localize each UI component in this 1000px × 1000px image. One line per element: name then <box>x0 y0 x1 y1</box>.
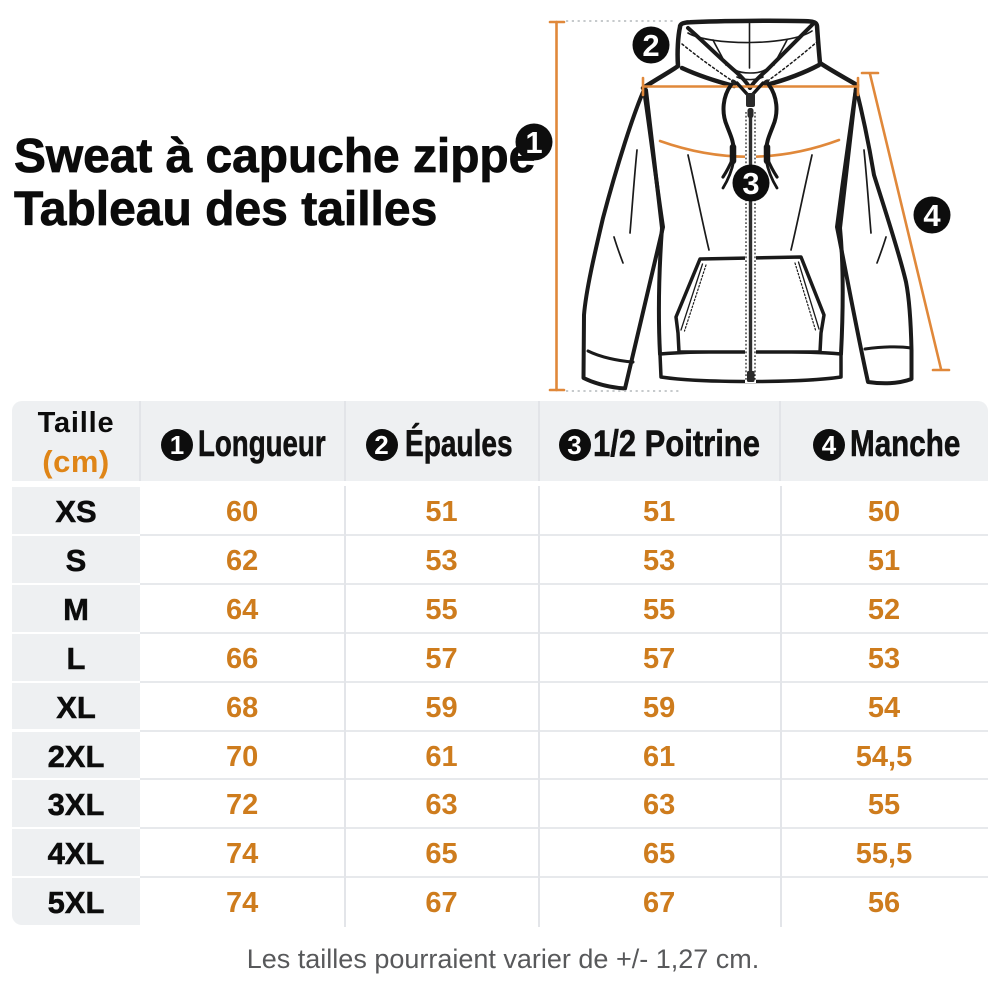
svg-text:3: 3 <box>742 166 759 201</box>
svg-text:2: 2 <box>642 28 659 63</box>
svg-text:1: 1 <box>525 125 542 160</box>
svg-text:4: 4 <box>923 198 941 233</box>
